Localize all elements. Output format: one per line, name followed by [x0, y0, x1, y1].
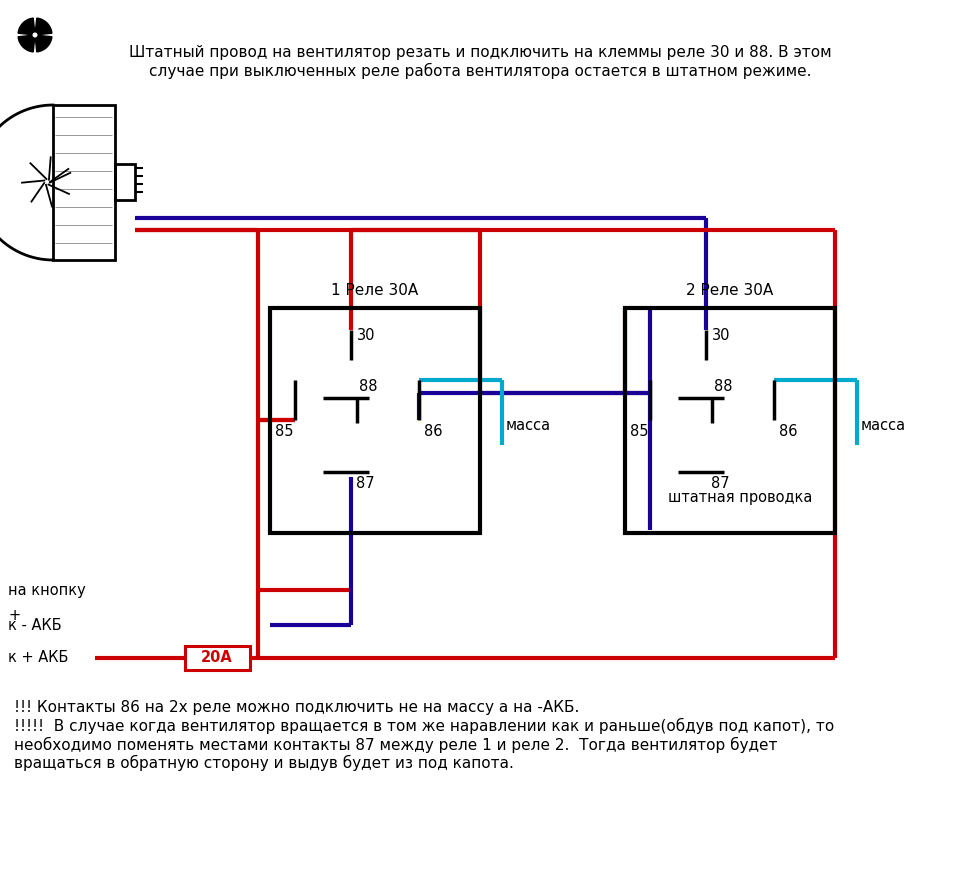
Text: 87: 87 — [711, 476, 730, 491]
Text: к - АКБ: к - АКБ — [8, 618, 61, 633]
Bar — [53, 105, 115, 260]
Text: 30: 30 — [357, 328, 375, 343]
Text: 20А: 20А — [202, 651, 233, 666]
Text: !!! Контакты 86 на 2х реле можно подключить не на массу а на -АКБ.
!!!!!  В случ: !!! Контакты 86 на 2х реле можно подключ… — [14, 700, 834, 772]
Polygon shape — [36, 18, 52, 35]
Text: масса: масса — [506, 417, 551, 433]
Polygon shape — [18, 18, 35, 35]
Text: 86: 86 — [424, 424, 443, 439]
Text: 30: 30 — [712, 328, 731, 343]
Polygon shape — [36, 36, 52, 52]
Text: 86: 86 — [779, 424, 798, 439]
Text: 2 Реле 30А: 2 Реле 30А — [686, 283, 774, 298]
Bar — [625, 308, 835, 533]
Bar — [270, 308, 480, 533]
Text: +: + — [8, 608, 20, 623]
Text: масса: масса — [861, 417, 906, 433]
Bar — [185, 646, 250, 670]
Text: штатная проводка: штатная проводка — [668, 490, 812, 505]
Polygon shape — [18, 36, 35, 52]
Text: Штатный провод на вентилятор резать и подключить на клеммы реле 30 и 88. В этом
: Штатный провод на вентилятор резать и по… — [129, 45, 831, 79]
Text: 85: 85 — [275, 424, 293, 439]
Text: к + АКБ: к + АКБ — [8, 651, 68, 666]
Text: 85: 85 — [630, 424, 648, 439]
Text: 87: 87 — [356, 476, 374, 491]
Text: на кнопку: на кнопку — [8, 582, 85, 598]
Bar — [115, 164, 135, 200]
Text: 1 Реле 30А: 1 Реле 30А — [331, 283, 419, 298]
Text: 88: 88 — [714, 379, 732, 394]
Circle shape — [34, 33, 36, 36]
Circle shape — [31, 30, 39, 39]
Text: 88: 88 — [359, 379, 377, 394]
